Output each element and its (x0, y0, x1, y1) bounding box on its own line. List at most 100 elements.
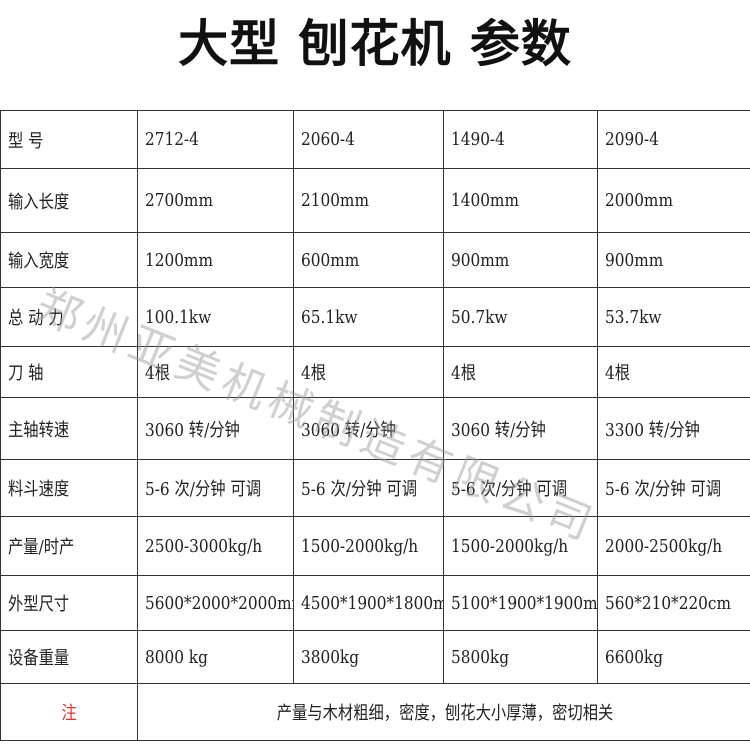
cell-value: 65.1kw (293, 287, 444, 347)
cell-value-text: 2712-4 (145, 129, 199, 150)
cell-value-text: 1500-2000kg/h (451, 535, 569, 557)
cell-value-text: 5-6 次/分钟 可调 (301, 479, 418, 500)
cell-value: 1400mm (443, 168, 598, 233)
cell-value: 3060 转/分钟 (137, 397, 294, 460)
cell-value: 2712-4 (137, 110, 294, 169)
table-row: 外型尺寸 5600*2000*2000mm 4500*1900*1800mm 5100… (0, 575, 750, 631)
cell-value: 1490-4 (443, 110, 598, 169)
cell-value-text: 1200mm (145, 249, 213, 271)
cell-value: 1200mm (137, 232, 294, 288)
row-label-text: 刀 轴 (8, 363, 44, 384)
cell-value: 3800kg (293, 630, 444, 684)
cell-value-text: 8000 kg (145, 646, 208, 668)
cell-value: 2500-3000kg/h (137, 516, 294, 576)
cell-value-text: 3060 转/分钟 (145, 419, 240, 441)
row-label: 设备重量 (0, 630, 138, 684)
cell-value-text: 2090-4 (605, 129, 659, 150)
cell-value-text: 53.7kw (605, 306, 662, 328)
row-label: 输入长度 (0, 168, 138, 233)
table-row: 输入长度 2700mm 2100mm 1400mm 2000mm (0, 168, 750, 233)
cell-value-text: 1490-4 (451, 129, 505, 150)
cell-value: 2060-4 (293, 110, 444, 169)
cell-value-text: 6600kg (605, 646, 664, 668)
cell-value: 4根 (597, 346, 750, 398)
row-label-text: 输入宽度 (8, 251, 70, 272)
note-label: 注 (0, 683, 138, 741)
table-row: 主轴转速 3060 转/分钟 3060 转/分钟 3060 转/分钟 3300 转/分钟 (0, 397, 750, 460)
cell-value: 5600*2000*2000mm (137, 575, 294, 631)
row-label-text: 产量/时产 (8, 537, 75, 558)
row-label-text: 总 动 力 (8, 308, 64, 329)
cell-value-text: 5600*2000*2000mm (145, 592, 294, 614)
cell-value: 5-6 次/分钟 可调 (137, 459, 294, 517)
cell-value: 4根 (293, 346, 444, 398)
cell-value-text: 5-6 次/分钟 可调 (145, 479, 262, 500)
row-label: 料斗速度 (0, 459, 138, 517)
table-row: 料斗速度 5-6 次/分钟 可调 5-6 次/分钟 可调 5-6 次/分钟 可调 5-6… (0, 459, 750, 517)
page-title: 大型 刨花机 参数 (178, 15, 572, 73)
cell-value: 53.7kw (597, 287, 750, 347)
cell-value-text: 3060 转/分钟 (451, 419, 546, 441)
cell-value-text: 560*210*220cm (605, 592, 731, 614)
row-label: 型 号 (0, 110, 138, 169)
cell-value: 560*210*220cm (597, 575, 750, 631)
cell-value-text: 3060 转/分钟 (301, 419, 396, 441)
row-label-text: 外型尺寸 (8, 594, 70, 615)
row-label-text: 型 号 (8, 130, 44, 152)
cell-value: 4根 (443, 346, 598, 398)
row-label-text: 主轴转速 (8, 419, 70, 441)
cell-value-text: 4根 (145, 363, 171, 384)
note-text: 产量与木材粗细，密度，刨花大小厚薄，密切相关 (137, 683, 750, 741)
cell-value-text: 900mm (605, 249, 664, 271)
cell-value-text: 2700mm (145, 190, 213, 211)
table-row: 产量/时产 2500-3000kg/h 1500-2000kg/h 1500-2000… (0, 516, 750, 576)
cell-value-text: 600mm (301, 249, 360, 271)
cell-value: 2090-4 (597, 110, 750, 169)
cell-value: 600mm (293, 232, 444, 288)
cell-value: 8000 kg (137, 630, 294, 684)
cell-value-text: 5-6 次/分钟 可调 (605, 479, 722, 500)
cell-value: 3060 转/分钟 (443, 397, 598, 460)
note-row: 注 产量与木材粗细，密度，刨花大小厚薄，密切相关 (0, 683, 750, 741)
cell-value-text: 3300 转/分钟 (605, 419, 700, 441)
table-row: 总 动 力 100.1kw 65.1kw 50.7kw 53.7kw (0, 287, 750, 347)
cell-value-text: 2060-4 (301, 129, 355, 150)
row-label: 刀 轴 (0, 346, 138, 398)
cell-value-text: 65.1kw (301, 306, 358, 328)
row-label: 产量/时产 (0, 516, 138, 576)
row-label-text: 设备重量 (8, 648, 70, 669)
cell-value: 900mm (597, 232, 750, 288)
cell-value-text: 3800kg (301, 646, 360, 668)
cell-value-text: 4根 (451, 363, 477, 384)
cell-value: 2000-2500kg/h (597, 516, 750, 576)
cell-value-text: 100.1kw (145, 306, 212, 328)
table-row: 设备重量 8000 kg 3800kg 5800kg 6600kg (0, 630, 750, 684)
cell-value: 900mm (443, 232, 598, 288)
cell-value: 3060 转/分钟 (293, 397, 444, 460)
cell-value: 50.7kw (443, 287, 598, 347)
table-row: 刀 轴 4根 4根 4根 4根 (0, 346, 750, 398)
cell-value-text: 4根 (605, 363, 631, 384)
cell-value-text: 900mm (451, 249, 510, 271)
cell-value: 5-6 次/分钟 可调 (293, 459, 444, 517)
cell-value-text: 1400mm (451, 190, 519, 211)
cell-value-text: 2000-2500kg/h (605, 535, 723, 557)
cell-value-text: 50.7kw (451, 306, 508, 328)
table-row: 输入宽度 1200mm 600mm 900mm 900mm (0, 232, 750, 288)
cell-value-text: 4500*1900*1800mm (301, 592, 443, 614)
cell-value: 4根 (137, 346, 294, 398)
cell-value: 100.1kw (137, 287, 294, 347)
row-label: 外型尺寸 (0, 575, 138, 631)
spec-table: 型 号 2712-4 2060-4 1490-4 2090-4 输入长度 2700mm 210… (0, 110, 750, 741)
cell-value: 5800kg (443, 630, 598, 684)
cell-value-text: 5800kg (451, 646, 510, 668)
cell-value: 2100mm (293, 168, 444, 233)
cell-value-text: 5100*1900*1900mm (451, 592, 598, 614)
cell-value: 5-6 次/分钟 可调 (443, 459, 598, 517)
cell-value: 1500-2000kg/h (293, 516, 444, 576)
note-text-content: 产量与木材粗细，密度，刨花大小厚薄，密切相关 (276, 703, 613, 724)
row-label-text: 输入长度 (8, 191, 70, 213)
row-label: 总 动 力 (0, 287, 138, 347)
cell-value: 4500*1900*1800mm (293, 575, 444, 631)
cell-value-text: 2100mm (301, 190, 369, 211)
